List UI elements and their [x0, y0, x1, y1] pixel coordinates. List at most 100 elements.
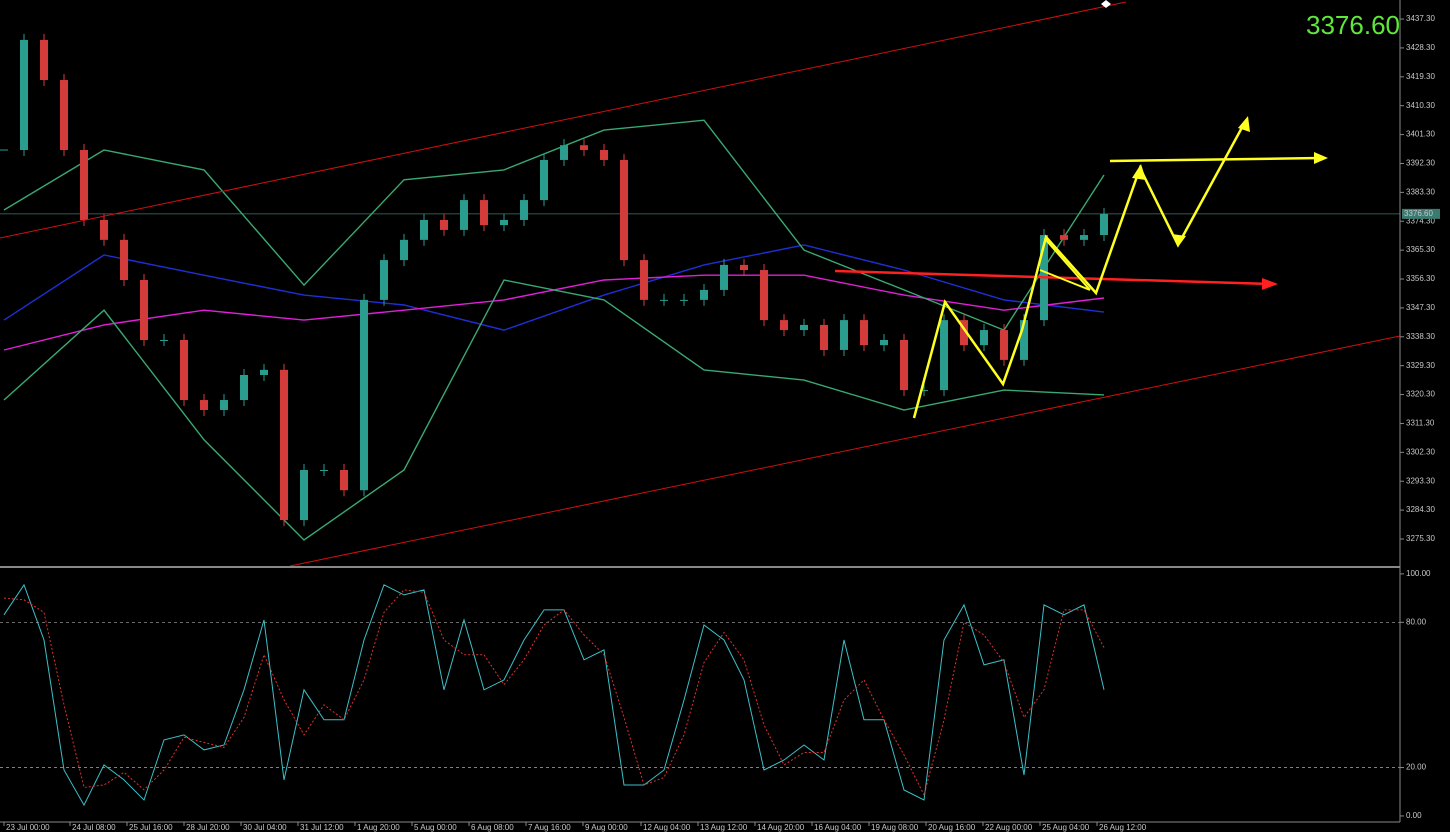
candle	[40, 39, 48, 81]
x-tick-label: 26 Aug 12:00	[1099, 823, 1147, 832]
x-tick-label: 5 Aug 00:00	[414, 823, 457, 832]
current-price-tag: 3376.60	[1404, 209, 1433, 218]
x-tick-label: 28 Jul 20:00	[186, 823, 230, 832]
candle	[760, 270, 768, 321]
candle	[840, 320, 848, 350]
candle	[120, 239, 128, 280]
candle	[300, 469, 308, 521]
y-tick-label: 80.00	[1406, 617, 1427, 626]
candle	[160, 340, 168, 342]
x-tick-label: 31 Jul 12:00	[300, 823, 344, 832]
indicator-line	[3, 244, 1105, 331]
candle	[820, 324, 828, 350]
candle	[220, 400, 228, 410]
x-tick-label: 6 Aug 08:00	[471, 823, 514, 832]
candle	[560, 145, 568, 160]
current-price-box	[1402, 208, 1440, 219]
x-tick-label: 1 Aug 20:00	[357, 823, 400, 832]
indicator-line	[3, 279, 1105, 541]
y-tick-label: 3320.30	[1406, 390, 1435, 399]
channel-upper	[0, 1, 1127, 239]
y-tick-label: 3365.30	[1406, 245, 1435, 254]
candle	[620, 159, 628, 261]
red-arrow	[834, 269, 1273, 286]
candle	[700, 289, 708, 300]
candle	[740, 264, 748, 271]
y-tick-label: 3329.30	[1406, 361, 1435, 370]
candle	[140, 279, 148, 341]
y-tick-label: 100.00	[1406, 569, 1431, 578]
candle	[320, 469, 328, 471]
marker	[1101, 0, 1111, 8]
y-tick-label: 3338.30	[1406, 332, 1435, 341]
y-tick-label: 3437.30	[1406, 14, 1435, 23]
y-tick-label: 3374.30	[1406, 216, 1435, 225]
candle	[1080, 235, 1088, 240]
candle	[1020, 320, 1028, 360]
x-tick-label: 25 Jul 16:00	[129, 823, 173, 832]
y-tick-label: 3401.30	[1406, 130, 1435, 139]
arrowhead	[1262, 278, 1278, 290]
y-tick-label: 3293.30	[1406, 476, 1435, 485]
x-tick-label: 22 Aug 00:00	[985, 823, 1033, 832]
y-tick-label: 3383.30	[1406, 187, 1435, 196]
candle	[640, 260, 648, 300]
candle	[20, 39, 28, 150]
oscillator-line	[3, 583, 1105, 807]
y-tick-label: 0.00	[1406, 811, 1422, 820]
y-tick-label: 3356.30	[1406, 274, 1435, 283]
x-tick-label: 16 Aug 04:00	[814, 823, 862, 832]
candle	[960, 320, 968, 346]
y-tick-label: 3419.30	[1406, 72, 1435, 81]
candle	[360, 299, 368, 491]
x-tick-label: 20 Aug 16:00	[928, 823, 976, 832]
candle	[80, 149, 88, 220]
annotations	[0, 0, 1401, 567]
y-tick-label: 3392.30	[1406, 159, 1435, 168]
candle	[340, 469, 348, 491]
candle	[540, 159, 548, 201]
y-tick-label: 3311.30	[1406, 419, 1435, 428]
x-tick-label: 19 Aug 08:00	[871, 823, 919, 832]
yellow-target	[1109, 156, 1321, 163]
candle	[980, 330, 988, 346]
candle	[460, 200, 468, 230]
x-tick-label: 12 Aug 04:00	[643, 823, 691, 832]
candle	[280, 369, 288, 521]
x-tick-label: 13 Aug 12:00	[700, 823, 748, 832]
candle	[680, 299, 688, 301]
candle	[380, 260, 388, 300]
candle	[200, 400, 208, 410]
candle	[860, 320, 868, 346]
candle	[940, 320, 948, 391]
candle	[260, 369, 268, 375]
plot-area: 3437.30 3428.30 3419.30 3410.30 3401.30 3392.…	[0, 14, 1440, 832]
y-tick-label: 20.00	[1406, 763, 1427, 772]
candle	[580, 145, 588, 150]
x-tick-label: 30 Jul 04:00	[243, 823, 287, 832]
candle	[1000, 330, 1008, 360]
x-tick-label: 9 Aug 00:00	[585, 823, 628, 832]
y-tick-label: 3284.30	[1406, 505, 1435, 514]
y-tick-label: 3275.30	[1406, 534, 1435, 543]
candle	[480, 200, 488, 226]
candle	[240, 374, 248, 401]
yellow-zigzag	[912, 121, 1247, 419]
candle	[420, 219, 428, 240]
candle	[100, 219, 108, 240]
indicator-line	[3, 119, 1105, 331]
candle	[520, 200, 528, 220]
oscillator-line	[3, 589, 1105, 797]
x-tick-label: 23 Jul 00:00	[6, 823, 50, 832]
candle	[780, 320, 788, 331]
y-tick-label: 3347.30	[1406, 303, 1435, 312]
y-tick-label: 3410.30	[1406, 101, 1435, 110]
candle	[920, 390, 928, 392]
y-tick-label: 3428.30	[1406, 43, 1435, 52]
candle	[400, 239, 408, 261]
yellow-lines	[1039, 239, 1091, 291]
x-tick-label: 7 Aug 16:00	[528, 823, 571, 832]
candle	[880, 340, 888, 346]
